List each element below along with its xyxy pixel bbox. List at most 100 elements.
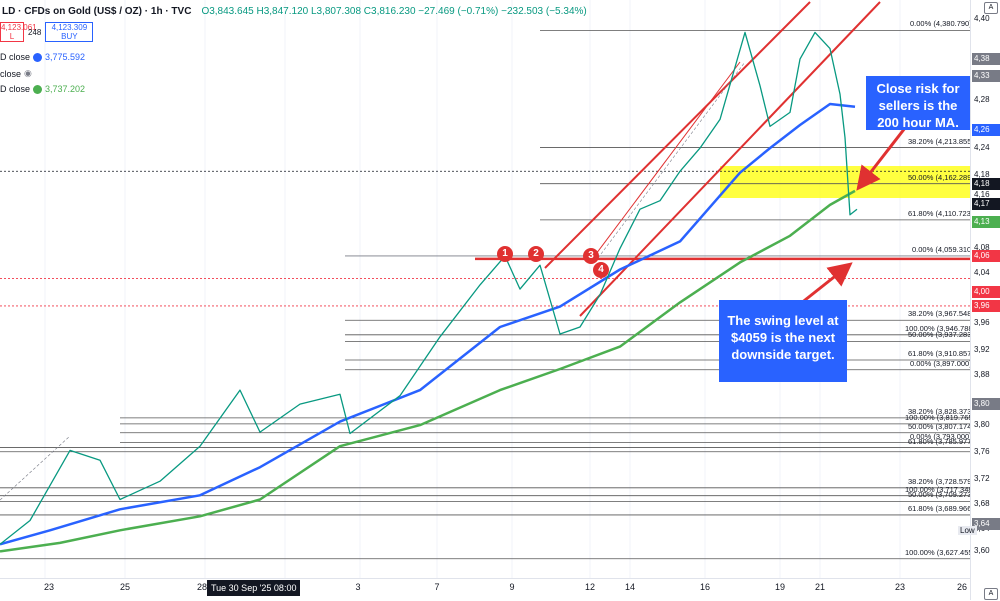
price-tick: 3,76 — [974, 447, 990, 456]
price-tick: 4,28 — [974, 95, 990, 104]
price-tick: 4,40 — [974, 14, 990, 23]
ohlc-readout: O3,843.645 H3,847.120 L3,807.308 C3,816.… — [201, 5, 587, 17]
fib-label: 61.80% (4,110.723) — [908, 208, 974, 218]
time-tick: 14 — [624, 582, 636, 592]
time-tick: 21 — [814, 582, 826, 592]
eye-icon[interactable]: ◉ — [24, 68, 32, 78]
fib-label: 61.80% (3,689.966) — [908, 503, 974, 513]
indicator-row-3[interactable]: D close 3,737.202 — [0, 84, 85, 94]
fib-label: 38.20% (3,967.548) — [908, 309, 974, 319]
fib-label: 61.80% (3,785.977) — [908, 436, 974, 446]
indicator-label: D close — [0, 52, 31, 62]
low-label: Low — [958, 526, 977, 535]
time-tick: 7 — [434, 582, 440, 592]
sell-label: L — [9, 32, 15, 41]
indicator-label: D close — [0, 84, 31, 94]
time-tick: 26 — [956, 582, 968, 592]
indicator-value: 3,775.592 — [45, 52, 86, 62]
fib-label: 100.00% (3,627.455) — [905, 547, 976, 557]
price-tick: 4,16 — [974, 190, 990, 199]
fib-label: 50.00% (3,807.174) — [908, 421, 974, 431]
fib-lines — [0, 30, 970, 560]
fib-label: 100.00% (3,819.765) — [905, 412, 976, 422]
swing-marker-1: 1 — [497, 246, 513, 262]
swing-marker-4: 4 — [593, 262, 609, 278]
price-chart[interactable] — [0, 0, 970, 578]
price-tag: 4,00 — [972, 286, 1000, 298]
spread-value: 248 — [28, 27, 42, 37]
price-tag: 3,80 — [972, 398, 1000, 410]
fib-label: 0.00% (3,897.000) — [910, 358, 972, 368]
fib-label: 50.00% (3,937.283) — [908, 330, 974, 340]
price-tick: 3,96 — [974, 318, 990, 327]
price-tag: 4,26 — [972, 124, 1000, 136]
ma-200-line — [0, 189, 856, 553]
fib-label: 38.20% (4,213.855) — [908, 136, 974, 146]
arrow-to-swing — [799, 262, 853, 306]
arrow-to-ma — [856, 127, 907, 191]
indicator-row-2[interactable]: close ◉ — [0, 68, 32, 79]
buy-button[interactable]: 4,123.309 BUY — [45, 22, 94, 42]
price-tick: 3,80 — [974, 420, 990, 429]
trend-channel — [0, 1, 881, 501]
fib-label: 0.00% (4,059.310) — [912, 244, 974, 254]
price-tick: 3,92 — [974, 345, 990, 354]
fib-label: 50.00% (4,162.289) — [908, 172, 974, 182]
measure-dashed-line — [0, 435, 71, 501]
price-line — [0, 31, 858, 545]
indicator-row-1[interactable]: D close 3,775.592 — [0, 52, 85, 62]
chart-header: LD · CFDs on Gold (US$ / OZ) · 1h · TVC … — [0, 0, 587, 22]
auto-scale-toggle[interactable]: A — [984, 588, 998, 600]
fib-zone-highlight — [720, 166, 970, 198]
price-tick: 3,60 — [974, 546, 990, 555]
swing-marker-3: 3 — [583, 248, 599, 264]
swing-marker-2: 2 — [528, 246, 544, 262]
channel-upper-line — [544, 1, 811, 269]
time-tick: 9 — [509, 582, 515, 592]
fib-label: 61.80% (3,910.857) — [908, 349, 974, 359]
price-tag: 4,33 — [972, 70, 1000, 82]
crosshair-time-label: Tue 30 Sep '25 08:00 — [207, 580, 301, 596]
time-tick: 23 — [43, 582, 55, 592]
fib-label: 0.00% (3,793.000) — [910, 431, 972, 441]
time-tick: 16 — [699, 582, 711, 592]
fib-label: 0.00% (4,380.790) — [910, 19, 972, 29]
fib-label: 38.20% (3,728.579) — [908, 476, 974, 486]
time-tick: 23 — [894, 582, 906, 592]
price-tick: 4,04 — [974, 268, 990, 277]
auto-scale-toggle-top[interactable]: A — [984, 2, 998, 14]
price-tick: 3,88 — [974, 370, 990, 379]
buy-price: 4,123.309 — [51, 23, 88, 32]
price-tag: 4,17 — [972, 198, 1000, 210]
time-tick: 28 — [196, 582, 208, 592]
price-tick: 4,08 — [974, 243, 990, 252]
indicator-value: 3,737.202 — [45, 84, 86, 94]
sell-price: 4,123.061 — [1, 23, 37, 32]
time-tick: 25 — [119, 582, 131, 592]
chart-series — [0, 31, 858, 553]
fib-label: 100.00% (3,946.788) — [905, 323, 976, 333]
note-swing-level: The swing level at $4059 is the next dow… — [719, 300, 847, 382]
symbol-title[interactable]: LD · CFDs on Gold (US$ / OZ) · 1h · TVC — [2, 5, 192, 17]
price-tag: 4,18 — [972, 178, 1000, 190]
price-tick: 4,24 — [974, 143, 990, 152]
fib-label: 100.00% (3,717.348) — [905, 484, 976, 494]
price-tag: 4,13 — [972, 216, 1000, 228]
price-tick: 3,68 — [974, 499, 990, 508]
trade-panel: 4,123.061 L 248 4,123.309 BUY — [0, 22, 94, 42]
price-tick: 3,72 — [974, 474, 990, 483]
price-tick: 4,18 — [974, 170, 990, 179]
measure-dashed-line — [594, 61, 746, 263]
annotation-arrows — [799, 127, 907, 306]
note-ma-risk: Close risk for sellers is the 200 hour M… — [866, 76, 970, 130]
time-tick: 12 — [584, 582, 596, 592]
indicator-color-icon — [33, 52, 43, 62]
price-tag: 3,96 — [972, 300, 1000, 312]
sell-button[interactable]: 4,123.061 L — [0, 22, 37, 42]
price-tag: 4,06 — [972, 250, 1000, 262]
price-tag: 4,38 — [972, 53, 1000, 65]
indicator-label: close — [0, 68, 22, 79]
indicator-color-icon — [33, 84, 43, 94]
fib-label: 38.20% (3,828.373) — [908, 406, 974, 416]
buy-label: BUY — [61, 32, 78, 41]
